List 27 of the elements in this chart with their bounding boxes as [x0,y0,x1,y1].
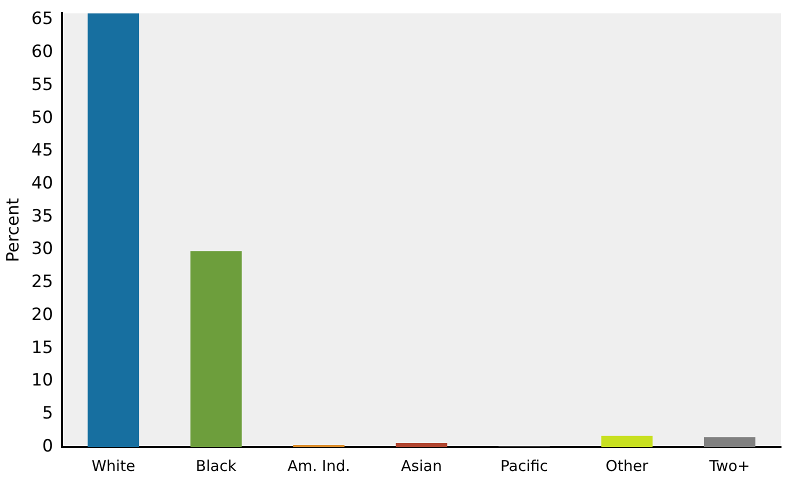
y-tick-label: 5 [42,404,54,424]
x-tick-label: Two+ [708,456,750,475]
y-tick-label: 65 [31,9,54,30]
y-tick-label: 35 [31,206,54,226]
x-tick-label: Am. Ind. [287,456,350,475]
x-tick-label: Black [196,456,237,475]
bar [88,13,140,447]
x-tick-label: Other [606,456,650,475]
bar [396,443,448,447]
y-axis-title: Percent [4,198,24,262]
y-tick-label: 15 [31,338,54,358]
y-tick-label: 20 [31,304,54,325]
y-tick-label: 0 [42,436,54,456]
y-tick-label: 50 [31,108,54,128]
bar [190,251,242,447]
y-tick-label: 25 [31,272,54,292]
x-tick-label: Pacific [500,456,548,475]
y-tick-label: 60 [31,42,54,62]
bar [601,436,653,447]
y-tick-label: 30 [31,239,54,260]
x-tick-label: Asian [401,456,442,475]
y-tick-label: 55 [31,74,54,95]
y-tick-label: 10 [31,370,54,391]
y-tick-label: 40 [31,174,54,194]
y-tick-label: 45 [31,140,54,161]
bar [704,437,756,447]
x-tick-label: White [92,456,136,475]
